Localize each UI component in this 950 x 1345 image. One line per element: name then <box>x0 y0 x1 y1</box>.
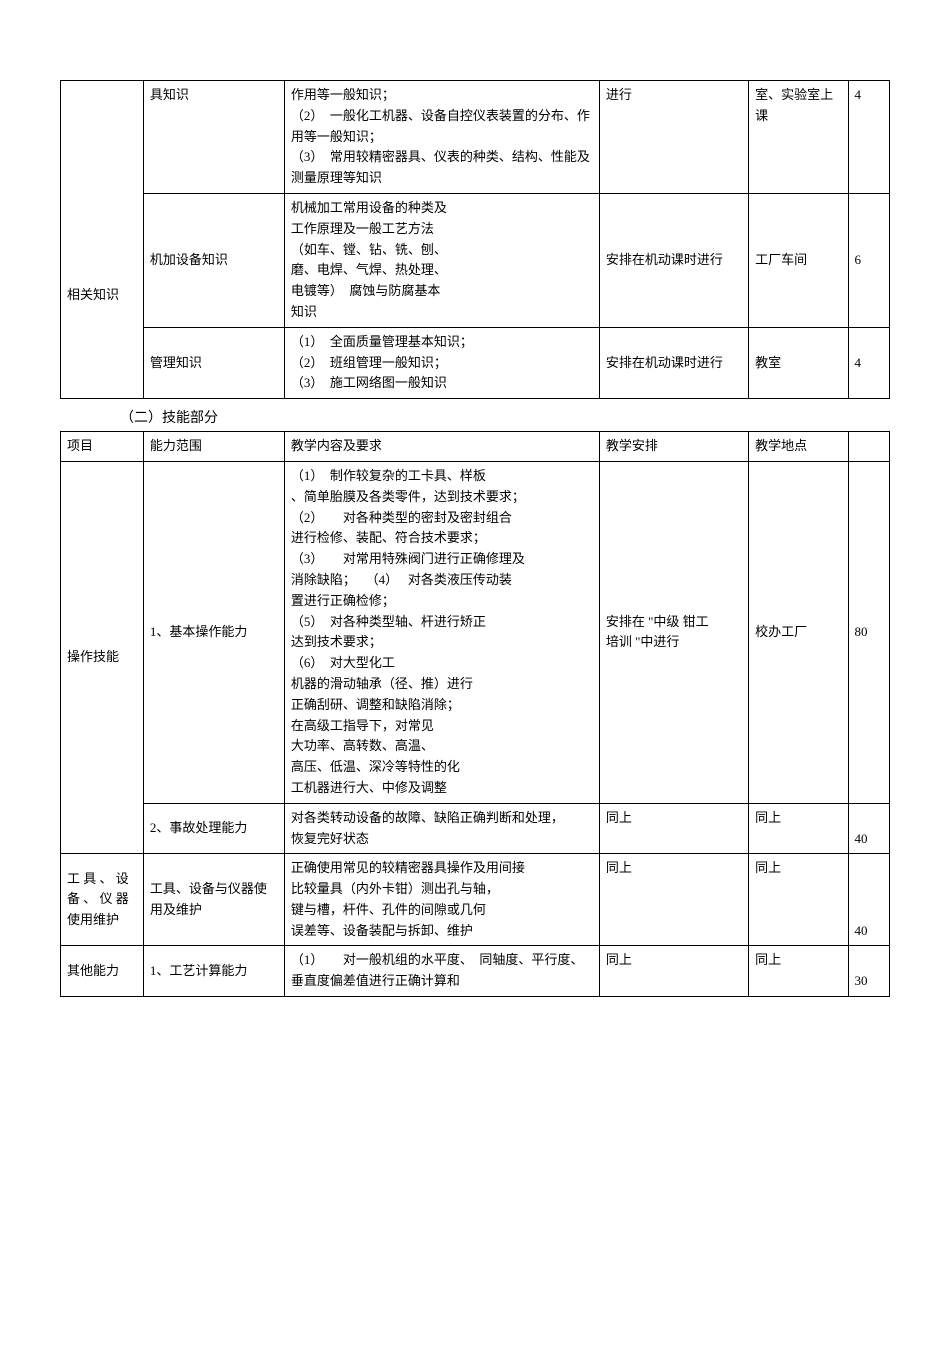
cell: 80 <box>848 461 889 803</box>
cell: （1） 全面质量管理基本知识； （2） 班组管理一般知识； （3） 施工网络图一… <box>284 327 599 398</box>
cell: 40 <box>848 854 889 946</box>
cell: 正确使用常见的较精密器具操作及用间接 比较量具（内外卡钳）测出孔与轴， 键与槽，… <box>284 854 599 946</box>
cell <box>61 81 144 194</box>
cell: 作用等一般知识； （2） 一般化工机器、设备自控仪表装置的分布、作用等一般知识；… <box>284 81 599 194</box>
cell: 工具、设备与仪器使用及维护 <box>143 854 284 946</box>
cell: 机械加工常用设备的种类及 工作原理及一般工艺方法 （如车、镗、钻、铣、刨、 磨、… <box>284 193 599 327</box>
header-cell: 能力范围 <box>143 432 284 462</box>
cell: 同上 <box>599 854 748 946</box>
cell: 4 <box>848 81 889 194</box>
cell: 相关知识 <box>61 193 144 398</box>
table-row: 工 具 、 设 备 、 仪 器 使用维护 工具、设备与仪器使用及维护 正确使用常… <box>61 854 890 946</box>
cell: 2、事故处理能力 <box>143 803 284 854</box>
cell: 具知识 <box>143 81 284 194</box>
cell: （1） 对一般机组的水平度、 同轴度、平行度、垂直度偏差值进行正确计算和 <box>284 946 599 997</box>
table-header-row: 项目 能力范围 教学内容及要求 教学安排 教学地点 <box>61 432 890 462</box>
header-cell: 教学安排 <box>599 432 748 462</box>
cell: 机加设备知识 <box>143 193 284 327</box>
header-cell: 项目 <box>61 432 144 462</box>
cell: 安排在 "中级 钳工 培训 "中进行 <box>599 461 748 803</box>
header-cell: 教学地点 <box>749 432 848 462</box>
cell: 工 具 、 设 备 、 仪 器 使用维护 <box>61 854 144 946</box>
cell: 同上 <box>749 946 848 997</box>
cell: 室、实验室上课 <box>749 81 848 194</box>
cell: 40 <box>848 803 889 854</box>
table-skills: 项目 能力范围 教学内容及要求 教学安排 教学地点 操作技能 1、基本操作能力 … <box>60 431 890 997</box>
cell: 其他能力 <box>61 946 144 997</box>
table-row: 其他能力 1、工艺计算能力 （1） 对一般机组的水平度、 同轴度、平行度、垂直度… <box>61 946 890 997</box>
cell: 6 <box>848 193 889 327</box>
table-row: 管理知识 （1） 全面质量管理基本知识； （2） 班组管理一般知识； （3） 施… <box>61 327 890 398</box>
cell: 1、工艺计算能力 <box>143 946 284 997</box>
cell: 1、基本操作能力 <box>143 461 284 803</box>
cell: 4 <box>848 327 889 398</box>
header-cell: 教学内容及要求 <box>284 432 599 462</box>
cell: 校办工厂 <box>749 461 848 803</box>
cell: 管理知识 <box>143 327 284 398</box>
cell: 工厂车间 <box>749 193 848 327</box>
header-cell <box>848 432 889 462</box>
table-row: 相关知识 机加设备知识 机械加工常用设备的种类及 工作原理及一般工艺方法 （如车… <box>61 193 890 327</box>
cell: 操作技能 <box>61 461 144 853</box>
cell: 教室 <box>749 327 848 398</box>
table-knowledge: 具知识 作用等一般知识； （2） 一般化工机器、设备自控仪表装置的分布、作用等一… <box>60 80 890 399</box>
table-row: 操作技能 1、基本操作能力 （1） 制作较复杂的工卡具、样板 、简单胎膜及各类零… <box>61 461 890 803</box>
cell: （1） 制作较复杂的工卡具、样板 、简单胎膜及各类零件，达到技术要求； （2） … <box>284 461 599 803</box>
cell: 安排在机动课时进行 <box>599 327 748 398</box>
cell: 同上 <box>749 854 848 946</box>
cell: 同上 <box>599 803 748 854</box>
table-row: 具知识 作用等一般知识； （2） 一般化工机器、设备自控仪表装置的分布、作用等一… <box>61 81 890 194</box>
cell: 30 <box>848 946 889 997</box>
cell: 进行 <box>599 81 748 194</box>
cell: 同上 <box>599 946 748 997</box>
cell: 同上 <box>749 803 848 854</box>
section-title-skills: （二）技能部分 <box>60 399 890 431</box>
cell: 对各类转动设备的故障、缺陷正确判断和处理， 恢复完好状态 <box>284 803 599 854</box>
table-row: 2、事故处理能力 对各类转动设备的故障、缺陷正确判断和处理， 恢复完好状态 同上… <box>61 803 890 854</box>
cell: 安排在机动课时进行 <box>599 193 748 327</box>
